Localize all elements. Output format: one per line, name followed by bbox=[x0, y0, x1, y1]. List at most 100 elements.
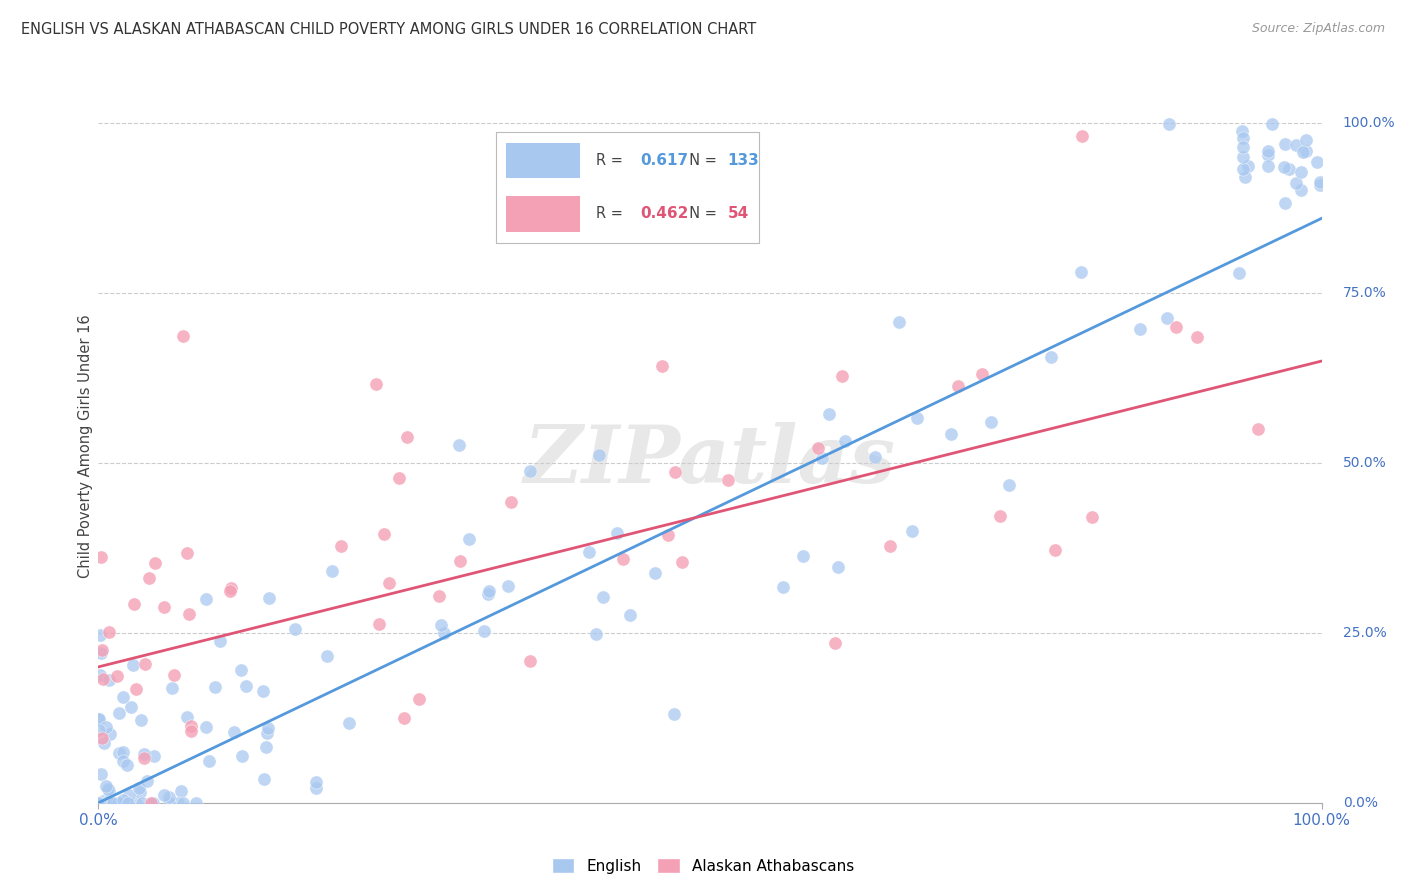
Point bbox=[112, 754, 135, 768]
Point bbox=[180, 724, 202, 739]
Point bbox=[863, 450, 886, 465]
Point bbox=[378, 576, 401, 591]
Point bbox=[111, 793, 134, 807]
Point bbox=[988, 508, 1011, 523]
Point bbox=[224, 725, 246, 739]
Point bbox=[90, 766, 112, 780]
Point bbox=[94, 779, 117, 793]
Point bbox=[87, 723, 110, 738]
Point bbox=[427, 589, 450, 603]
Point bbox=[1232, 123, 1254, 137]
Point bbox=[496, 579, 519, 593]
Point bbox=[235, 679, 257, 693]
Point bbox=[108, 706, 131, 720]
Point bbox=[89, 668, 111, 682]
Point bbox=[231, 749, 253, 764]
Point bbox=[97, 783, 120, 797]
Point bbox=[97, 795, 120, 809]
Point bbox=[478, 583, 501, 598]
Point bbox=[131, 796, 153, 810]
Point bbox=[1129, 322, 1152, 336]
Point bbox=[449, 438, 471, 452]
Point bbox=[143, 556, 166, 570]
Point bbox=[501, 495, 523, 509]
Point bbox=[160, 681, 183, 696]
Point bbox=[939, 427, 962, 442]
Point bbox=[1232, 150, 1254, 164]
Point bbox=[177, 607, 200, 621]
Point bbox=[97, 781, 120, 796]
Point bbox=[1043, 542, 1066, 557]
Point bbox=[284, 622, 307, 636]
Point bbox=[834, 434, 856, 449]
Point bbox=[946, 379, 969, 393]
Point bbox=[105, 669, 128, 683]
Point bbox=[218, 583, 240, 598]
Point bbox=[254, 740, 277, 755]
Point bbox=[1285, 176, 1308, 190]
Point bbox=[1227, 266, 1250, 280]
Point bbox=[129, 713, 152, 727]
Point bbox=[90, 646, 112, 660]
Point bbox=[253, 772, 276, 787]
Point bbox=[519, 654, 541, 668]
Point bbox=[172, 796, 194, 810]
Point bbox=[257, 591, 280, 605]
Point bbox=[1156, 311, 1178, 326]
Point bbox=[1070, 265, 1092, 279]
Point bbox=[1274, 137, 1296, 152]
Point bbox=[1257, 147, 1279, 161]
Point bbox=[103, 796, 125, 810]
Point bbox=[315, 649, 337, 664]
Point bbox=[134, 747, 156, 761]
Point bbox=[180, 719, 202, 733]
Y-axis label: Child Poverty Among Girls Under 16: Child Poverty Among Girls Under 16 bbox=[77, 314, 93, 578]
Point bbox=[93, 736, 115, 750]
Legend: English, Alaskan Athabascans: English, Alaskan Athabascans bbox=[546, 852, 860, 880]
Point bbox=[477, 587, 499, 601]
Point bbox=[578, 545, 600, 559]
Point bbox=[1309, 178, 1331, 193]
Point bbox=[176, 710, 198, 724]
Point bbox=[1274, 196, 1296, 211]
Point bbox=[112, 690, 135, 704]
Point bbox=[619, 608, 641, 623]
Point bbox=[811, 450, 834, 465]
Point bbox=[651, 359, 673, 374]
Point bbox=[87, 712, 110, 726]
Point bbox=[87, 712, 110, 726]
Point bbox=[87, 796, 110, 810]
Text: 100.0%: 100.0% bbox=[1343, 116, 1395, 130]
Point bbox=[1295, 133, 1317, 147]
Point bbox=[1232, 130, 1254, 145]
Point bbox=[900, 524, 922, 538]
Point bbox=[257, 721, 280, 735]
Point bbox=[1309, 176, 1331, 190]
Point bbox=[905, 410, 928, 425]
Point bbox=[111, 796, 134, 810]
Point bbox=[807, 442, 830, 456]
Point bbox=[141, 796, 163, 810]
Point bbox=[1285, 138, 1308, 153]
Point bbox=[1289, 165, 1312, 179]
Point bbox=[89, 796, 111, 810]
Point bbox=[592, 590, 614, 604]
Point bbox=[198, 754, 221, 768]
Point bbox=[139, 796, 162, 810]
Point bbox=[1306, 154, 1329, 169]
Point bbox=[305, 781, 328, 796]
Point bbox=[1237, 159, 1260, 173]
Point bbox=[321, 564, 343, 578]
Text: ZIPatlas: ZIPatlas bbox=[524, 422, 896, 499]
Point bbox=[138, 571, 160, 585]
Text: 0.0%: 0.0% bbox=[1343, 796, 1378, 810]
Point bbox=[91, 731, 114, 745]
Point bbox=[209, 633, 232, 648]
Point bbox=[606, 525, 628, 540]
Point bbox=[662, 707, 685, 722]
Point bbox=[170, 784, 193, 798]
Point bbox=[458, 532, 481, 546]
Point bbox=[152, 788, 174, 802]
Text: ENGLISH VS ALASKAN ATHABASCAN CHILD POVERTY AMONG GIRLS UNDER 16 CORRELATION CHA: ENGLISH VS ALASKAN ATHABASCAN CHILD POVE… bbox=[21, 22, 756, 37]
Point bbox=[1157, 117, 1180, 131]
